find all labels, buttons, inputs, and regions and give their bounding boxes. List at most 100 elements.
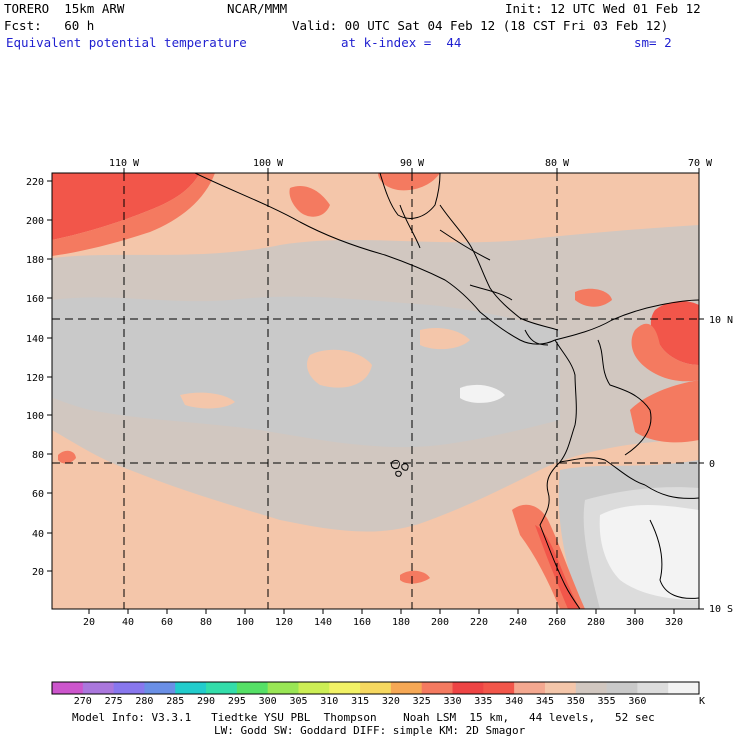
x-tick-label: 320	[665, 617, 683, 628]
colorbar-label: 285	[166, 696, 184, 707]
x-tick-label: 300	[626, 617, 644, 628]
colorbar-swatch	[144, 682, 176, 694]
border-guatemala	[399, 204, 421, 249]
colorbar-swatch	[483, 682, 515, 694]
contour-335-venezuela	[650, 301, 699, 365]
galapagos-3	[395, 470, 402, 477]
longitude-ticks	[123, 168, 700, 173]
contour-330-mexico-coast	[289, 185, 330, 217]
contour-360-spot	[460, 384, 505, 403]
organization: NCAR/MMM	[227, 1, 288, 16]
colorbar-swatch	[360, 682, 392, 694]
border-colombia-venezuela	[597, 339, 652, 456]
colorbar-swatch	[82, 682, 115, 694]
y-tick-label: 60	[32, 489, 44, 500]
contour-360-region	[599, 505, 699, 600]
colorbar	[51, 681, 700, 695]
colorbar-label: 275	[105, 696, 123, 707]
lon-label-100w: 100 W	[253, 158, 284, 169]
colorbar-swatch	[267, 682, 299, 694]
colorbar-labels: 270 275 280 285 290 295 300 305 310 315 320 325 330 3…	[74, 696, 647, 707]
contour-330-gulf	[378, 173, 440, 191]
colorbar-swatch	[668, 682, 700, 694]
colorbar-swatch	[575, 682, 608, 694]
colorbar-label: 280	[135, 696, 153, 707]
south-america-north-coast	[554, 299, 699, 341]
x-tick-label: 60	[161, 617, 173, 628]
colorbar-label: 325	[413, 696, 431, 707]
model-info-line-1: Model Info: V3.3.1 Tiedtke YSU PBL Thomp…	[72, 711, 655, 724]
y-axis-labels: 20 40 60 80 100 120 140 160 180 200 220	[26, 177, 44, 578]
lon-label-70w: 70 W	[688, 158, 713, 169]
model-info-line-2: LW: Godd SW: Goddard DIFF: simple KM: 2D…	[214, 724, 526, 737]
colorbar-label: 350	[567, 696, 585, 707]
contour-330-spot-1	[58, 450, 76, 464]
latitude-labels: 10 N 0 10 S	[709, 315, 733, 615]
latlon-grid	[52, 173, 699, 609]
galapagos-1	[390, 459, 400, 469]
colorbar-swatch	[421, 682, 454, 694]
x-tick-label: 80	[200, 617, 212, 628]
colorbar-swatch	[514, 682, 546, 694]
central-america-caribbean-coast	[439, 204, 559, 331]
colorbar-label: 295	[228, 696, 246, 707]
x-axis-labels: 20 40 60 80 100 120 140 160 180 200 220 …	[83, 617, 683, 628]
colorbar-label: 340	[505, 696, 523, 707]
x-tick-label: 100	[236, 617, 254, 628]
valid-time: Valid: 00 UTC Sat 04 Feb 12 (18 CST Fri …	[292, 18, 669, 33]
y-tick-label: 180	[26, 255, 44, 266]
x-tick-label: 160	[353, 617, 371, 628]
y-tick-label: 120	[26, 373, 44, 384]
y-tick-label: 80	[32, 450, 44, 461]
gulf-coast	[379, 173, 441, 219]
lat-label-0: 0	[709, 459, 715, 470]
contour-330-northwest	[52, 173, 215, 256]
latitude-ticks	[699, 318, 704, 610]
y-axis-ticks	[47, 180, 52, 572]
x-axis-ticks	[88, 609, 675, 614]
y-tick-label: 220	[26, 177, 44, 188]
border-honduras	[439, 229, 491, 261]
colorbar-label: 290	[197, 696, 215, 707]
colorbar-swatch	[606, 682, 638, 694]
contour-340-island-1	[307, 349, 372, 388]
colorbar-swatch	[637, 682, 669, 694]
init-time: Init: 12 UTC Wed 01 Feb 12	[505, 1, 701, 16]
contour-330-venezuela	[631, 323, 699, 382]
colorbar-label: 345	[536, 696, 554, 707]
contour-330-amazon	[630, 380, 699, 443]
x-tick-label: 140	[314, 617, 332, 628]
x-tick-label: 180	[392, 617, 410, 628]
contour-340-island-3	[180, 392, 235, 409]
colorbar-label: 320	[382, 696, 400, 707]
colorbar-unit: K	[699, 696, 705, 707]
lat-label-10s: 10 S	[709, 604, 733, 615]
colorbar-swatch	[329, 682, 361, 694]
colorbar-swatch	[113, 682, 145, 694]
x-tick-label: 220	[470, 617, 488, 628]
colorbar-swatch	[298, 682, 330, 694]
x-tick-label: 120	[275, 617, 293, 628]
colorbar-label: 300	[259, 696, 277, 707]
colorbar-label: 305	[289, 696, 307, 707]
x-tick-label: 280	[587, 617, 605, 628]
y-tick-label: 200	[26, 216, 44, 227]
colorbar-label: 310	[320, 696, 338, 707]
lon-label-90w: 90 W	[400, 158, 425, 169]
x-tick-label: 20	[83, 617, 95, 628]
x-tick-label: 40	[122, 617, 134, 628]
colorbar-label: 270	[74, 696, 92, 707]
colorbar-swatch	[52, 682, 84, 694]
field-name: Equivalent potential temperature	[6, 35, 247, 50]
border-ecuador-peru	[559, 457, 646, 486]
lon-label-110w: 110 W	[109, 158, 140, 169]
level-info: at k-index = 44	[341, 35, 462, 50]
colorbar-swatch	[206, 682, 238, 694]
mexico-pacific-coast	[194, 173, 556, 345]
border-peru-brazil	[644, 484, 699, 499]
coastlines	[194, 173, 699, 609]
y-tick-label: 20	[32, 567, 44, 578]
x-tick-label: 240	[509, 617, 527, 628]
colorbar-swatch	[390, 682, 423, 694]
